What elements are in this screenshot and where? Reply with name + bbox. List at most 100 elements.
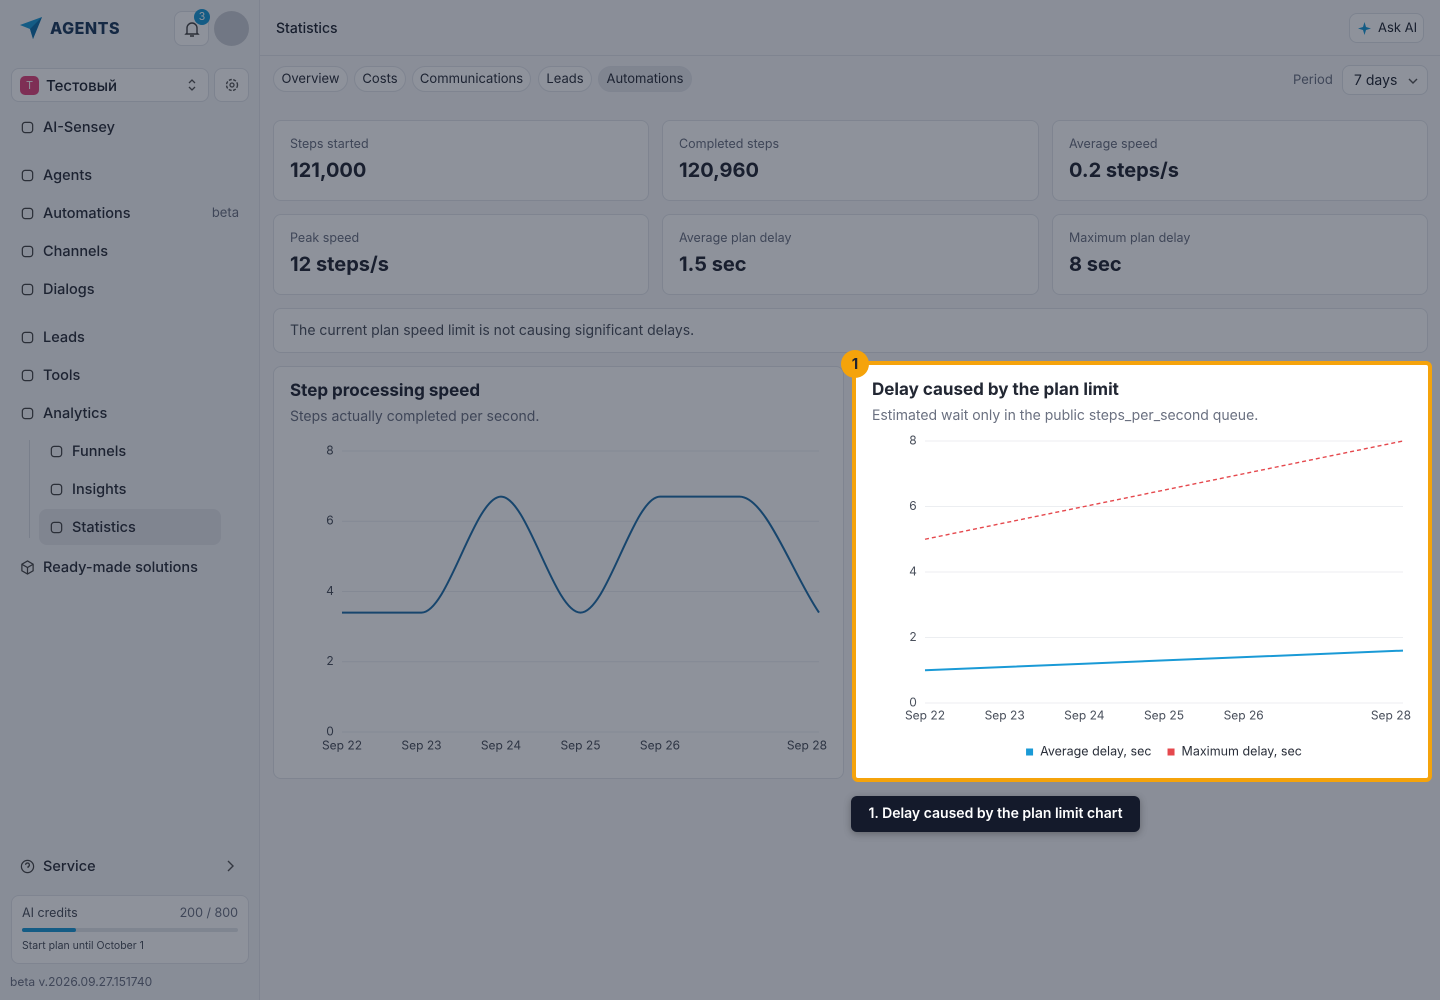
nav-label: Tools <box>43 366 81 384</box>
credits-track <box>22 928 238 932</box>
ask-ai-label: Ask AI <box>1378 20 1418 36</box>
chart-subtitle: Steps actually completed per second. <box>290 408 540 425</box>
chart-card: Step processing speed Steps actually com… <box>273 366 844 779</box>
credits-card: AI credits 200 / 800 Start plan until Oc… <box>11 895 249 964</box>
x-tick-label: Sep 22 <box>905 707 945 722</box>
credits-label: AI credits <box>22 906 78 921</box>
period-select[interactable]: 7 days <box>1342 65 1428 95</box>
credits-plan: Start plan until October 1 <box>22 939 144 952</box>
subnav-item[interactable]: Funnels <box>49 441 126 461</box>
subnav-rule <box>29 440 30 538</box>
sparkle-icon <box>1358 22 1371 35</box>
y-tick-label: 2 <box>326 653 333 668</box>
nav-icon <box>21 169 34 181</box>
x-tick-label: Sep 23 <box>401 737 441 752</box>
select-icon <box>188 79 196 91</box>
stat-label: Average plan delay <box>679 231 792 246</box>
y-tick-label: 0 <box>326 723 334 738</box>
brand: AGENTS <box>50 18 121 38</box>
tab[interactable]: Automations <box>598 66 692 92</box>
logo <box>20 17 42 39</box>
nav-badge: beta <box>211 205 239 221</box>
tab[interactable]: Costs <box>354 66 406 92</box>
line-series <box>924 440 1404 540</box>
nav-label: Dialogs <box>43 280 95 298</box>
y-tick-label: 6 <box>909 498 916 513</box>
nav-item[interactable]: Leads <box>20 327 85 347</box>
stat-value: 120,960 <box>679 158 760 182</box>
subnav-item[interactable]: Insights <box>49 479 126 499</box>
stat-label: Maximum plan delay <box>1069 231 1191 246</box>
stat-value: 1.5 sec <box>679 252 747 276</box>
nav-label: Agents <box>43 166 93 184</box>
nav-icon <box>21 331 34 343</box>
tab[interactable]: Overview <box>273 66 348 92</box>
highlight-badge: 1 <box>841 350 869 378</box>
stat-value: 8 sec <box>1069 252 1122 276</box>
stat-card: Steps started 121,000 <box>273 120 649 201</box>
nav-label: AI-Sensey <box>43 118 115 136</box>
stat-label: Peak speed <box>290 231 360 246</box>
bell-icon <box>184 22 200 37</box>
chart-title: Step processing speed <box>290 381 481 401</box>
credits-fill <box>22 928 76 932</box>
y-tick-label: 6 <box>326 513 333 528</box>
avatar[interactable] <box>214 11 249 46</box>
nav-icon <box>50 483 63 495</box>
notice-text: The current plan speed limit is not caus… <box>290 322 695 339</box>
workspace-name: Тестовый <box>46 76 118 95</box>
period-value: 7 days <box>1354 72 1398 89</box>
nav-label: Statistics <box>72 518 136 536</box>
stat-card: Maximum plan delay 8 sec <box>1052 214 1428 295</box>
nav-icon <box>21 245 34 257</box>
credits-value: 200 / 800 <box>179 906 238 921</box>
nav-item[interactable]: Agents <box>20 165 92 185</box>
nav-item[interactable]: AI-Sensey <box>20 117 115 137</box>
workspace-select[interactable]: T Тестовый <box>11 68 209 102</box>
nav-item[interactable]: Channels <box>20 241 108 261</box>
tab[interactable]: Communications <box>412 66 531 92</box>
nav-item[interactable]: Tools <box>20 365 80 385</box>
nav-item[interactable]: Ready-made solutions <box>20 557 198 577</box>
line-series <box>924 649 1404 672</box>
legend: Average delay, sec Maximum delay, sec <box>1026 744 1302 759</box>
nav-icon <box>21 283 34 295</box>
nav-item[interactable]: Dialogs <box>20 279 95 299</box>
ask-ai-button[interactable]: Ask AI <box>1349 13 1424 43</box>
nav-label: Leads <box>43 328 85 346</box>
highlighted-chart-card[interactable]: Delay caused by the plan limit Estimated… <box>852 361 1432 782</box>
nav-label: Service <box>43 857 96 875</box>
subnav-item[interactable]: Statistics <box>49 517 136 537</box>
nav-label: Channels <box>43 242 109 260</box>
box-icon <box>21 559 34 575</box>
x-tick-label: Sep 28 <box>1371 707 1411 722</box>
nav-item[interactable]: Service <box>20 856 96 876</box>
nav-label: Ready-made solutions <box>43 558 198 576</box>
x-tick-label: Sep 28 <box>787 737 827 752</box>
x-tick-label: Sep 24 <box>481 737 522 752</box>
tab[interactable]: Leads <box>538 66 592 92</box>
chart: 0 2 4 6 8 Sep 22 Sep 23 Sep 24 Sep 25 Sep 26 Sep 2… <box>905 432 1411 759</box>
version: beta v.2026.09.27.151740 <box>10 974 153 989</box>
nav-item[interactable]: Analytics <box>20 403 107 423</box>
stat-label: Completed steps <box>679 137 780 152</box>
stat-value: 12 steps/s <box>290 252 389 276</box>
legend-label: Average delay, sec <box>1040 744 1151 759</box>
legend-label: Maximum delay, sec <box>1182 744 1302 759</box>
stat-value: 121,000 <box>290 158 367 182</box>
notification-badge: 3 <box>194 9 210 25</box>
workspace-initial: T <box>20 76 39 95</box>
nav-label: Funnels <box>72 442 127 460</box>
help-icon <box>20 859 35 873</box>
stat-label: Average speed <box>1069 137 1158 152</box>
y-tick-label: 4 <box>909 563 917 578</box>
notice: The current plan speed limit is not caus… <box>273 308 1428 353</box>
chevron <box>227 860 234 872</box>
nav-label: Analytics <box>43 404 108 422</box>
settings-button[interactable] <box>214 68 249 102</box>
highlight-caption: 1. Delay caused by the plan limit chart <box>851 796 1140 832</box>
nav-item[interactable]: Automations <box>20 203 131 223</box>
x-tick-label: Sep 26 <box>1224 707 1264 722</box>
